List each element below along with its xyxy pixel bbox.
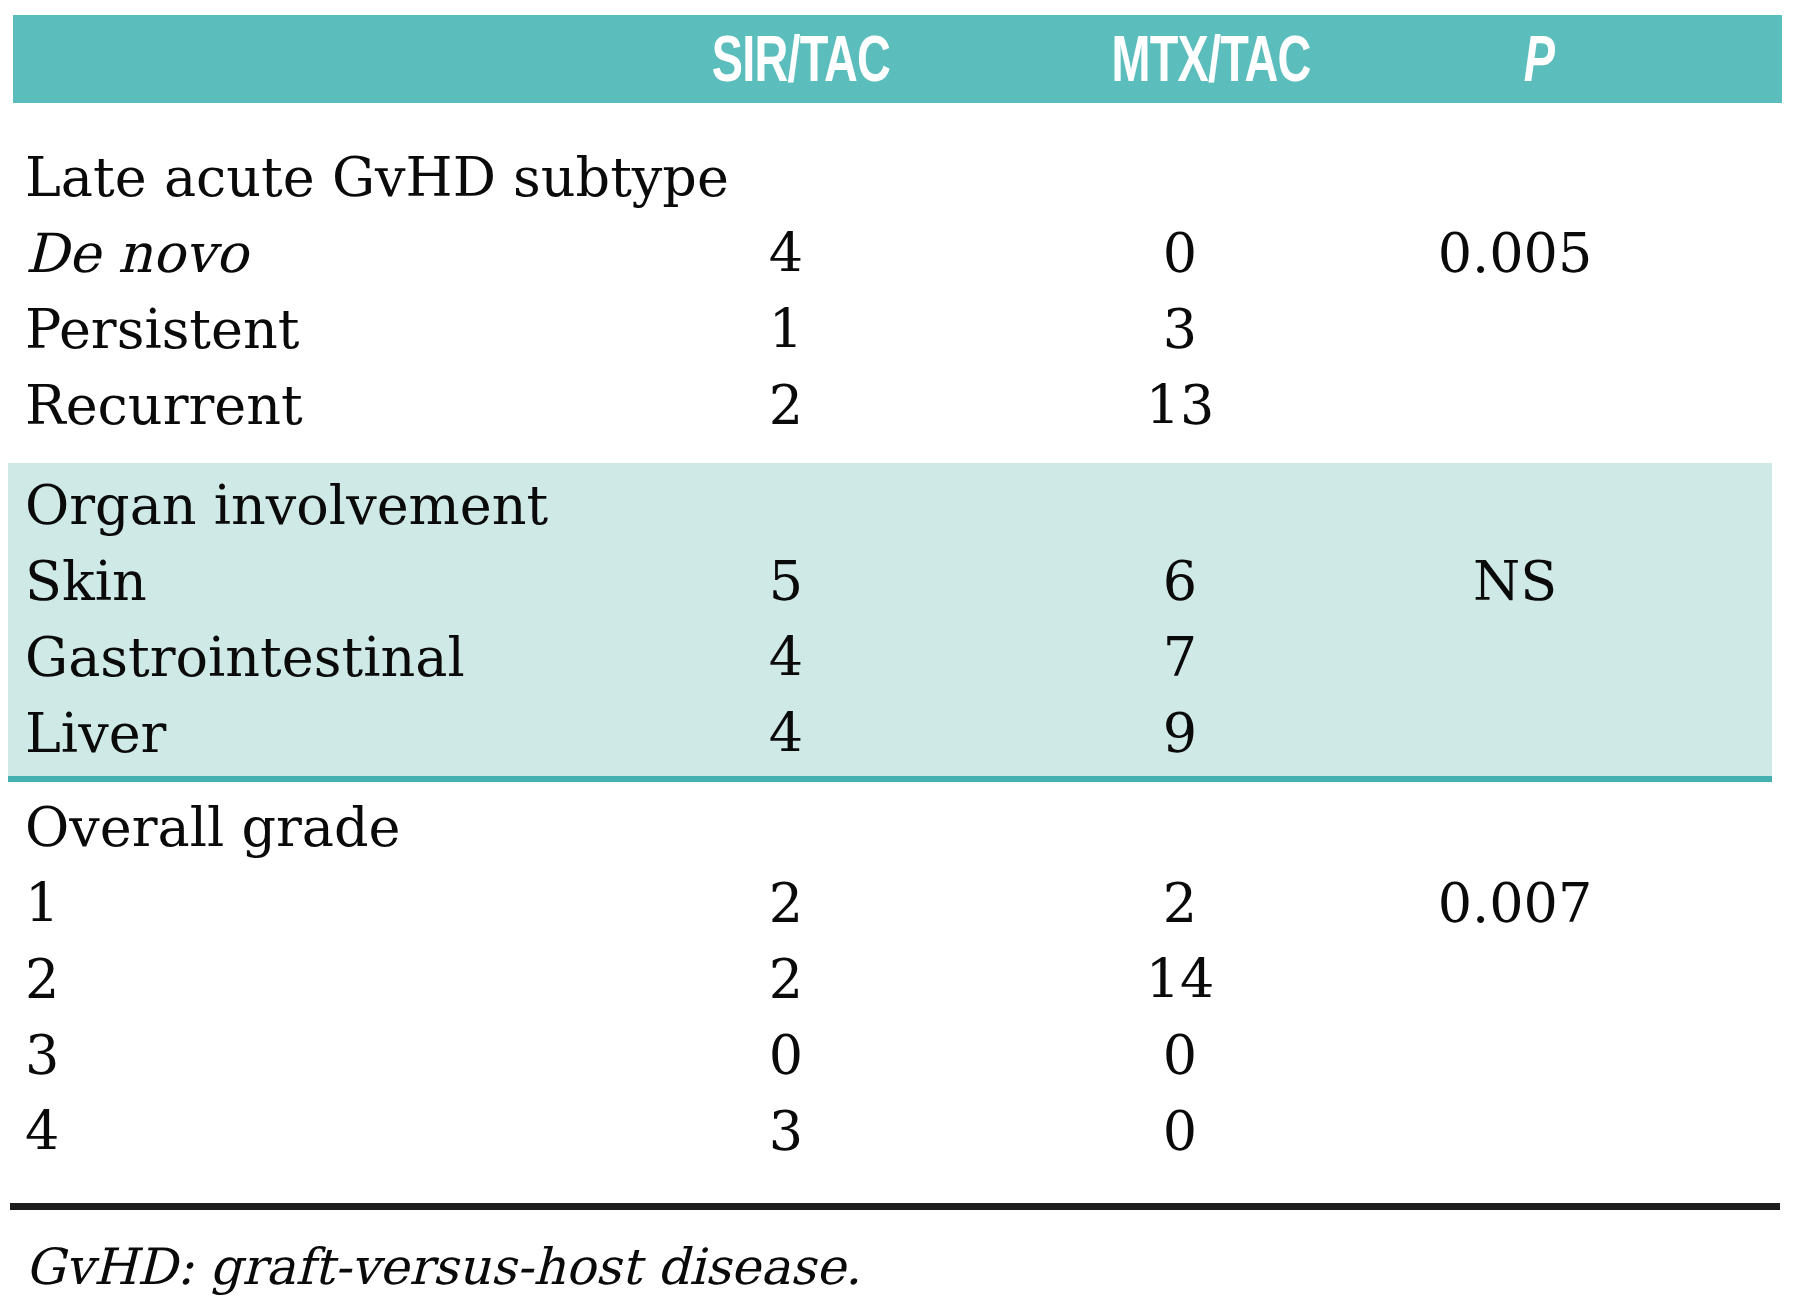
table-row: De novo 4 0 0.005: [0, 216, 1800, 292]
row-label: Liver: [25, 696, 166, 772]
cell-p-value: NS: [1473, 544, 1557, 620]
section-title: Overall grade: [25, 790, 401, 866]
table-footnote: GvHD: graft-versus-host disease.: [25, 1232, 861, 1302]
cell-mtx-tac: 6: [1163, 544, 1197, 620]
cell-mtx-tac: 14: [1146, 942, 1215, 1018]
section-title-row: Organ involvement: [0, 468, 1792, 544]
column-header-sir-tac: SIR/TAC: [712, 11, 890, 106]
row-label: Skin: [25, 544, 147, 620]
row-label: Gastrointestinal: [25, 620, 465, 696]
cell-mtx-tac: 0: [1163, 1094, 1197, 1170]
cell-p-value: 0.007: [1438, 866, 1593, 942]
cell-mtx-tac: 3: [1163, 292, 1197, 368]
column-header-p-value: P: [1524, 11, 1554, 106]
row-label: 3: [25, 1018, 59, 1094]
cell-sir-tac: 3: [769, 1094, 803, 1170]
row-label: 2: [25, 942, 59, 1018]
cell-mtx-tac: 0: [1163, 1018, 1197, 1094]
section-overall-grade: Overall grade 1 2 2 0.007 2 2 14 3 0 0 4…: [0, 790, 1800, 1170]
cell-mtx-tac: 9: [1163, 696, 1197, 772]
cell-mtx-tac: 13: [1146, 368, 1215, 444]
cell-sir-tac: 2: [769, 942, 803, 1018]
cell-mtx-tac: 7: [1163, 620, 1197, 696]
section-late-acute-gvhd-subtype: Late acute GvHD subtype De novo 4 0 0.00…: [0, 140, 1800, 444]
cell-sir-tac: 2: [769, 368, 803, 444]
section-title-row: Late acute GvHD subtype: [0, 140, 1800, 216]
section-title: Late acute GvHD subtype: [25, 140, 729, 216]
row-label: Recurrent: [25, 368, 303, 444]
cell-sir-tac: 0: [769, 1018, 803, 1094]
table-row: 3 0 0: [0, 1018, 1800, 1094]
cell-mtx-tac: 2: [1163, 866, 1197, 942]
table-row: Skin 5 6 NS: [0, 544, 1792, 620]
footer-rule: [10, 1203, 1780, 1210]
table-row: Gastrointestinal 4 7: [0, 620, 1792, 696]
cell-sir-tac: 1: [769, 292, 803, 368]
row-label: Persistent: [25, 292, 300, 368]
table-row: 2 2 14: [0, 942, 1800, 1018]
table-row: Recurrent 2 13: [0, 368, 1800, 444]
paper-table: SIR/TAC MTX/TAC P Late acute GvHD subtyp…: [0, 0, 1800, 1314]
table-row: Persistent 1 3: [0, 292, 1800, 368]
cell-p-value: 0.005: [1438, 216, 1593, 292]
table-row: 1 2 2 0.007: [0, 866, 1800, 942]
table-row: Liver 4 9: [0, 696, 1792, 772]
cell-sir-tac: 4: [769, 696, 803, 772]
column-header-mtx-tac: MTX/TAC: [1111, 11, 1310, 106]
row-label: 1: [25, 866, 59, 942]
row-label: 4: [25, 1094, 59, 1170]
table-header-band: SIR/TAC MTX/TAC P: [13, 15, 1782, 103]
cell-sir-tac: 5: [769, 544, 803, 620]
cell-sir-tac: 4: [769, 216, 803, 292]
cell-sir-tac: 4: [769, 620, 803, 696]
section-title: Organ involvement: [25, 468, 548, 544]
cell-sir-tac: 2: [769, 866, 803, 942]
cell-mtx-tac: 0: [1163, 216, 1197, 292]
section-organ-involvement: Organ involvement Skin 5 6 NS Gastrointe…: [8, 463, 1772, 782]
section-title-row: Overall grade: [0, 790, 1800, 866]
table-row: 4 3 0: [0, 1094, 1800, 1170]
row-label: De novo: [25, 216, 248, 292]
